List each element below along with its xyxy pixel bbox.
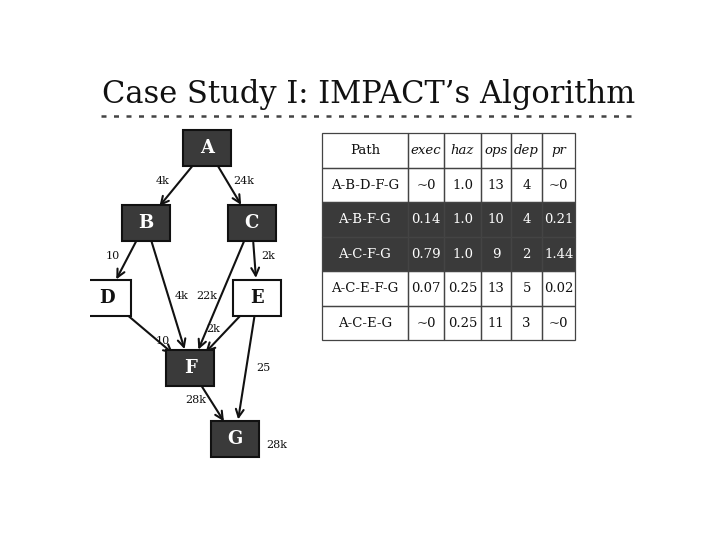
Text: 5: 5 bbox=[523, 282, 531, 295]
Text: C: C bbox=[245, 214, 259, 232]
Text: 9: 9 bbox=[492, 248, 500, 261]
Text: ~0: ~0 bbox=[549, 317, 569, 330]
Text: 2: 2 bbox=[523, 248, 531, 261]
Text: haz: haz bbox=[451, 144, 474, 157]
FancyBboxPatch shape bbox=[166, 350, 215, 386]
Text: 0.21: 0.21 bbox=[544, 213, 573, 226]
Text: G: G bbox=[228, 430, 243, 448]
Text: 0.25: 0.25 bbox=[448, 282, 477, 295]
Text: 4: 4 bbox=[523, 179, 531, 192]
Text: 0.79: 0.79 bbox=[411, 248, 441, 261]
Text: D: D bbox=[99, 289, 114, 307]
Text: 1.0: 1.0 bbox=[452, 213, 473, 226]
Text: A-C-E-F-G: A-C-E-F-G bbox=[331, 282, 398, 295]
Text: 10: 10 bbox=[105, 251, 120, 261]
Text: 13: 13 bbox=[487, 179, 505, 192]
Text: ops: ops bbox=[485, 144, 508, 157]
FancyBboxPatch shape bbox=[211, 421, 259, 457]
Text: dep: dep bbox=[514, 144, 539, 157]
Text: 0.07: 0.07 bbox=[411, 282, 441, 295]
FancyBboxPatch shape bbox=[233, 280, 282, 315]
Text: 1.44: 1.44 bbox=[544, 248, 573, 261]
FancyBboxPatch shape bbox=[228, 205, 276, 241]
Text: A-B-D-F-G: A-B-D-F-G bbox=[330, 179, 399, 192]
Text: E: E bbox=[251, 289, 264, 307]
FancyBboxPatch shape bbox=[322, 237, 575, 272]
Text: 2k: 2k bbox=[261, 251, 276, 261]
Text: ~0: ~0 bbox=[416, 317, 436, 330]
Text: 4: 4 bbox=[523, 213, 531, 226]
Text: 0.14: 0.14 bbox=[412, 213, 441, 226]
Text: 13: 13 bbox=[487, 282, 505, 295]
Text: F: F bbox=[184, 359, 197, 377]
Text: A-C-F-G: A-C-F-G bbox=[338, 248, 391, 261]
Text: 4k: 4k bbox=[156, 176, 169, 186]
FancyBboxPatch shape bbox=[83, 280, 131, 315]
Text: 3: 3 bbox=[523, 317, 531, 330]
FancyBboxPatch shape bbox=[122, 205, 170, 241]
Text: 4k: 4k bbox=[175, 291, 189, 301]
FancyBboxPatch shape bbox=[322, 202, 575, 237]
Text: 0.02: 0.02 bbox=[544, 282, 573, 295]
Text: 10: 10 bbox=[487, 213, 504, 226]
Text: B: B bbox=[138, 214, 153, 232]
Text: 11: 11 bbox=[487, 317, 504, 330]
Text: 28k: 28k bbox=[266, 440, 287, 450]
Text: 10: 10 bbox=[156, 336, 170, 346]
Text: 28k: 28k bbox=[186, 395, 207, 404]
Text: A: A bbox=[200, 139, 214, 157]
Text: Path: Path bbox=[350, 144, 380, 157]
Text: Case Study I: IMPACT’s Algorithm: Case Study I: IMPACT’s Algorithm bbox=[102, 79, 636, 110]
Text: 1.0: 1.0 bbox=[452, 179, 473, 192]
Text: 1.0: 1.0 bbox=[452, 248, 473, 261]
Text: 0.25: 0.25 bbox=[448, 317, 477, 330]
Text: A-B-F-G: A-B-F-G bbox=[338, 213, 391, 226]
Text: 24k: 24k bbox=[233, 176, 254, 186]
Text: ~0: ~0 bbox=[549, 179, 569, 192]
Text: ~0: ~0 bbox=[416, 179, 436, 192]
Text: 22k: 22k bbox=[197, 291, 217, 301]
Text: pr: pr bbox=[552, 144, 566, 157]
Text: exec: exec bbox=[411, 144, 441, 157]
Text: 25: 25 bbox=[256, 363, 270, 373]
Text: A-C-E-G: A-C-E-G bbox=[338, 317, 392, 330]
FancyBboxPatch shape bbox=[183, 130, 231, 166]
Text: 2k: 2k bbox=[206, 324, 220, 334]
